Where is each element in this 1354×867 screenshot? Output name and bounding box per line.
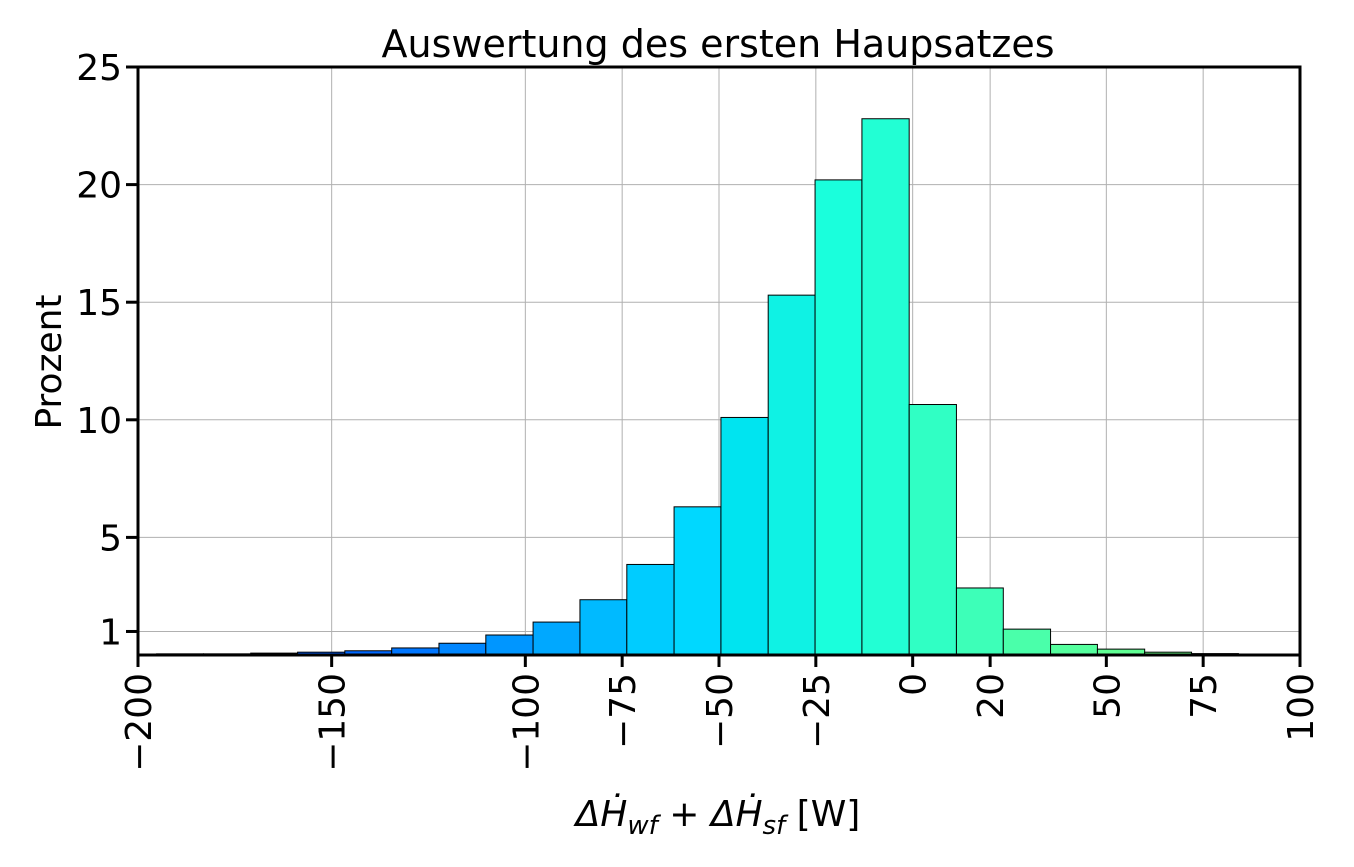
bars xyxy=(156,118,1239,656)
histogram-bar xyxy=(438,642,487,656)
y-tick-label: 20 xyxy=(76,166,122,207)
x-tick-label: −25 xyxy=(797,673,838,749)
histogram-bar xyxy=(532,621,581,656)
x-tick-label: −200 xyxy=(119,673,160,772)
histogram-bar xyxy=(485,634,534,656)
x-tick-label: 0 xyxy=(894,673,935,696)
histogram-bar xyxy=(814,179,863,656)
x-tick-label: −150 xyxy=(313,673,354,772)
chart-title: Auswertung des ersten Haupsatzes xyxy=(381,22,1054,66)
y-axis-label: Prozent xyxy=(29,294,70,429)
histogram-bar xyxy=(579,599,628,656)
histogram-bar xyxy=(1050,643,1098,656)
y-tick-label: 5 xyxy=(99,518,122,559)
x-axis-label: ΔḢwf + ΔḢsf [W] xyxy=(573,793,861,841)
histogram-bar xyxy=(908,404,957,656)
y-tick-label: 15 xyxy=(76,283,122,324)
histogram-bar xyxy=(626,563,675,656)
histogram-bar xyxy=(861,118,910,656)
x-tick-label: 100 xyxy=(1281,673,1322,742)
y-tick-label: 25 xyxy=(76,48,122,89)
histogram-bar xyxy=(720,416,769,656)
x-axis-label-text: ΔḢwf + ΔḢsf [W] xyxy=(573,793,861,841)
histogram-bar xyxy=(767,294,816,656)
histogram-bar xyxy=(1002,628,1052,656)
histogram-bar xyxy=(955,587,1004,656)
y-tick-label: 10 xyxy=(76,401,122,442)
y-tick-label: 1 xyxy=(99,612,122,653)
x-tick-label: −75 xyxy=(603,673,644,749)
x-tick-label: −50 xyxy=(700,673,741,749)
x-tick-label: 50 xyxy=(1087,673,1128,719)
x-tick-label: 75 xyxy=(1184,673,1225,719)
histogram-bar xyxy=(673,506,722,656)
x-tick-label: −100 xyxy=(506,673,547,772)
x-tick-label: 20 xyxy=(971,673,1012,719)
